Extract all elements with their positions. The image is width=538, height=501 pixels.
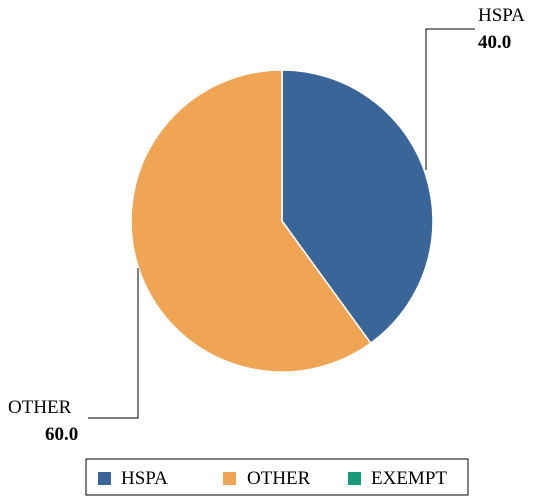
callout-value-other: 60.0 [45, 424, 78, 445]
callout-leader-other [88, 268, 139, 419]
callout-leader-hspa [425, 28, 475, 170]
legend-item-other: OTHER [223, 468, 311, 489]
legend-label-exempt: EXEMPT [371, 468, 447, 489]
legend-item-exempt: EXEMPT [348, 468, 447, 489]
legend: HSPA OTHER EXEMPT [85, 458, 469, 496]
callout-label-other: OTHER [8, 397, 72, 418]
callout-other: OTHER 60.0 [8, 268, 139, 445]
legend-label-hspa: HSPA [121, 468, 168, 489]
legend-label-other: OTHER [247, 468, 311, 489]
legend-swatch-other [223, 472, 236, 485]
callout-value-hspa: 40.0 [478, 32, 511, 53]
pie-slice-hspa [281, 69, 434, 345]
callout-hspa: HSPA 40.0 [425, 5, 525, 170]
legend-item-hspa: HSPA [98, 468, 168, 489]
callout-label-hspa: HSPA [478, 5, 525, 26]
pie-slices [130, 69, 434, 373]
pie-slice-other [130, 69, 372, 373]
legend-swatch-hspa [98, 472, 111, 485]
legend-swatch-exempt [348, 472, 361, 485]
legend-box [85, 458, 469, 496]
